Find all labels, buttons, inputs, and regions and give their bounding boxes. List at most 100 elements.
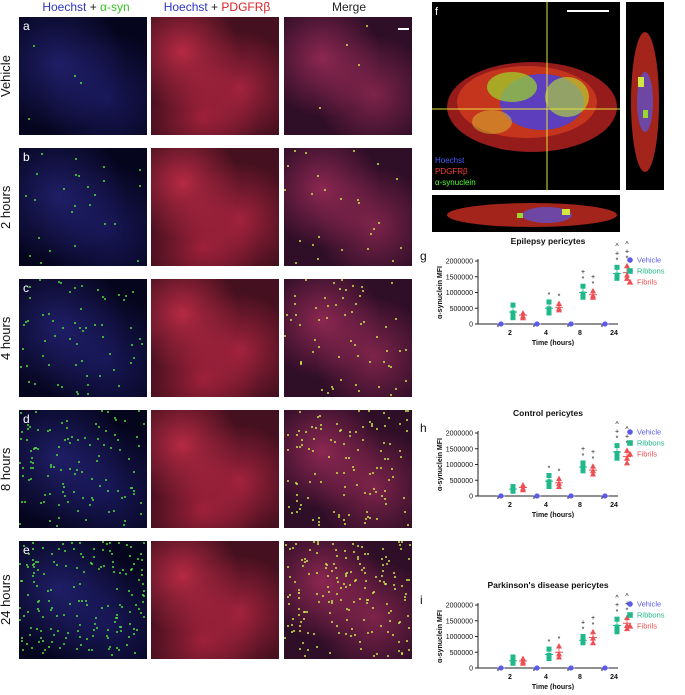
alpha-syn-puncta — [39, 279, 41, 281]
alpha-syn-puncta — [331, 621, 333, 623]
alpha-syn-puncta — [101, 607, 103, 609]
alpha-syn-puncta — [63, 643, 65, 645]
x-tick-label: 24 — [610, 330, 618, 337]
alpha-syn-puncta — [123, 299, 125, 301]
alpha-syn-puncta — [20, 438, 22, 440]
alpha-syn-puncta — [388, 612, 390, 614]
alpha-syn-puncta — [136, 436, 138, 438]
alpha-syn-puncta — [60, 469, 62, 471]
alpha-syn-puncta — [63, 614, 65, 616]
alpha-syn-puncta — [405, 380, 407, 382]
alpha-syn-puncta — [126, 644, 128, 646]
alpha-syn-puncta — [384, 490, 386, 492]
alpha-syn-puncta — [27, 611, 29, 613]
alpha-syn-puncta — [305, 152, 307, 154]
alpha-syn-puncta — [293, 630, 295, 632]
alpha-syn-puncta — [79, 542, 81, 544]
alpha-syn-puncta — [76, 648, 78, 650]
alpha-syn-puncta — [38, 237, 40, 239]
alpha-syn-puncta — [40, 637, 42, 639]
alpha-syn-puncta — [141, 569, 143, 571]
y-tick-label: 1500000 — [446, 618, 473, 625]
alpha-syn-puncta — [40, 502, 42, 504]
alpha-syn-puncta — [294, 295, 296, 297]
alpha-syn-puncta — [299, 240, 301, 242]
header-pdgfrb: PDGFRβ — [221, 0, 271, 14]
chart-letter: h — [420, 421, 427, 435]
alpha-syn-puncta — [298, 589, 300, 591]
alpha-syn-puncta — [322, 595, 324, 597]
significance-mark: * — [592, 281, 595, 288]
alpha-syn-puncta — [32, 559, 34, 561]
significance-mark: * — [548, 466, 551, 473]
alpha-syn-puncta — [350, 571, 352, 573]
fibrils-point — [556, 475, 562, 482]
alpha-syn-puncta — [307, 497, 309, 499]
alpha-syn-puncta — [92, 499, 94, 501]
significance-mark: * — [592, 622, 595, 629]
panel-letter-b: b — [23, 150, 30, 164]
alpha-syn-puncta — [108, 648, 110, 650]
alpha-syn-puncta — [306, 611, 308, 613]
alpha-syn-puncta — [384, 498, 386, 500]
fibrils-point — [624, 614, 630, 621]
alpha-syn-puncta — [368, 410, 370, 412]
alpha-syn-image-a: a — [19, 17, 147, 135]
alpha-syn-puncta — [57, 630, 59, 632]
alpha-syn-puncta — [407, 410, 409, 412]
alpha-syn-puncta — [406, 640, 408, 642]
alpha-syn-puncta — [327, 575, 329, 577]
alpha-syn-puncta — [373, 228, 375, 230]
alpha-syn-puncta — [69, 291, 71, 293]
alpha-syn-puncta — [21, 640, 23, 642]
alpha-syn-puncta — [23, 324, 25, 326]
alpha-syn-puncta — [47, 590, 49, 592]
alpha-syn-puncta — [296, 446, 298, 448]
alpha-syn-puncta — [132, 291, 134, 293]
alpha-syn-puncta — [373, 488, 375, 490]
alpha-syn-puncta — [25, 321, 27, 323]
alpha-syn-puncta — [362, 439, 364, 441]
x-tick-label: 4 — [544, 330, 548, 337]
alpha-syn-puncta — [133, 493, 135, 495]
chart-i: i Parkinson's disease pericytes 0 500000 100… — [418, 574, 685, 691]
alpha-syn-puncta — [32, 564, 34, 566]
alpha-syn-puncta — [372, 607, 374, 609]
x-tick-label: 24 — [610, 502, 618, 509]
alpha-syn-puncta — [392, 260, 394, 262]
alpha-syn-puncta — [140, 612, 142, 614]
row-label-a: Vehicle — [0, 55, 13, 97]
alpha-syn-puncta — [340, 379, 342, 381]
alpha-syn-puncta — [303, 618, 305, 620]
alpha-syn-puncta — [69, 468, 71, 470]
significance-mark: * — [558, 294, 561, 301]
alpha-syn-puncta — [50, 628, 52, 630]
alpha-syn-puncta — [295, 543, 297, 545]
alpha-syn-puncta — [35, 447, 37, 449]
alpha-syn-puncta — [317, 175, 319, 177]
alpha-syn-puncta — [399, 350, 401, 352]
alpha-syn-puncta — [364, 522, 366, 524]
alpha-syn-puncta — [26, 439, 28, 441]
ribbons-point — [614, 275, 620, 281]
legend-vehicle-marker — [627, 257, 633, 263]
y-tick-label: 500000 — [450, 306, 473, 313]
alpha-syn-puncta — [404, 596, 406, 598]
alpha-syn-puncta — [130, 487, 132, 489]
alpha-syn-puncta — [336, 555, 338, 557]
alpha-syn-puncta — [352, 285, 354, 287]
alpha-syn-puncta — [399, 544, 401, 546]
alpha-syn-puncta — [139, 185, 141, 187]
alpha-syn-puncta — [345, 633, 347, 635]
alpha-syn-puncta — [291, 624, 293, 626]
alpha-syn-puncta — [408, 627, 410, 629]
alpha-syn-puncta — [338, 356, 340, 358]
alpha-syn-puncta — [93, 629, 95, 631]
alpha-syn-puncta — [40, 630, 42, 632]
alpha-syn-puncta — [304, 558, 306, 560]
alpha-syn-puncta — [44, 340, 46, 342]
alpha-syn-puncta — [44, 494, 46, 496]
alpha-syn-puncta — [85, 519, 87, 521]
legend-label-fibrils: Fibrils — [637, 450, 657, 459]
alpha-syn-puncta — [381, 558, 383, 560]
